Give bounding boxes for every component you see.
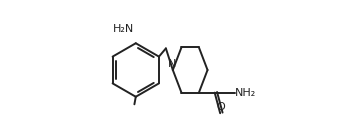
Text: NH₂: NH₂	[235, 88, 257, 98]
Text: H₂N: H₂N	[113, 24, 134, 34]
Text: N: N	[168, 59, 176, 69]
Text: O: O	[217, 102, 225, 112]
